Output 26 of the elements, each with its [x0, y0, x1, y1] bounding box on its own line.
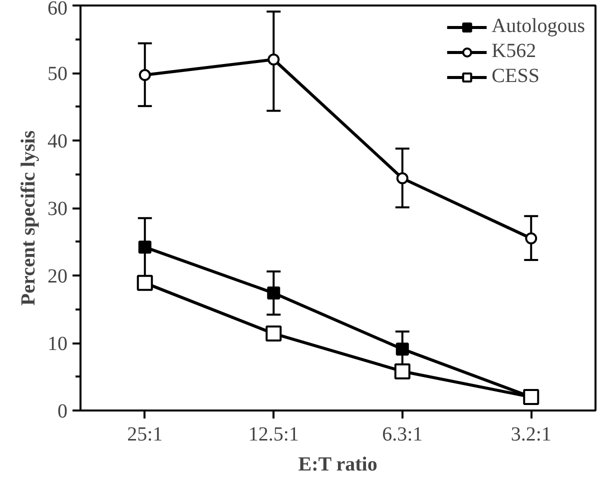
x-tick-label: 6.3:1	[382, 424, 423, 446]
legend-label: K562	[492, 40, 536, 63]
y-tick-label: 20	[48, 266, 68, 288]
point	[136, 274, 153, 291]
y-tick-label: 30	[48, 198, 68, 220]
x-tick-label: 3.2:1	[510, 424, 552, 446]
point	[266, 326, 282, 342]
x-tick-label: 12.5:1	[248, 424, 299, 446]
point	[396, 342, 409, 356]
y-tick-label: 10	[48, 333, 68, 355]
legend-label: CESS	[492, 65, 540, 88]
y-tick-label: 50	[48, 63, 68, 85]
y-tick-label: 0	[58, 400, 68, 422]
point	[267, 286, 280, 300]
y-tick-label: 60	[48, 0, 68, 20]
y-axis-title: Percent specific lysis	[18, 130, 40, 306]
x-tick-label: 25:1	[127, 424, 163, 446]
x-axis-title: E:T ratio	[298, 454, 378, 476]
legend-label: Autologous	[492, 15, 585, 38]
y-tick-label: 40	[48, 130, 68, 152]
point	[138, 240, 152, 254]
point	[394, 363, 410, 380]
point	[268, 54, 280, 66]
point	[396, 172, 408, 184]
point	[525, 232, 538, 244]
point	[138, 69, 151, 82]
